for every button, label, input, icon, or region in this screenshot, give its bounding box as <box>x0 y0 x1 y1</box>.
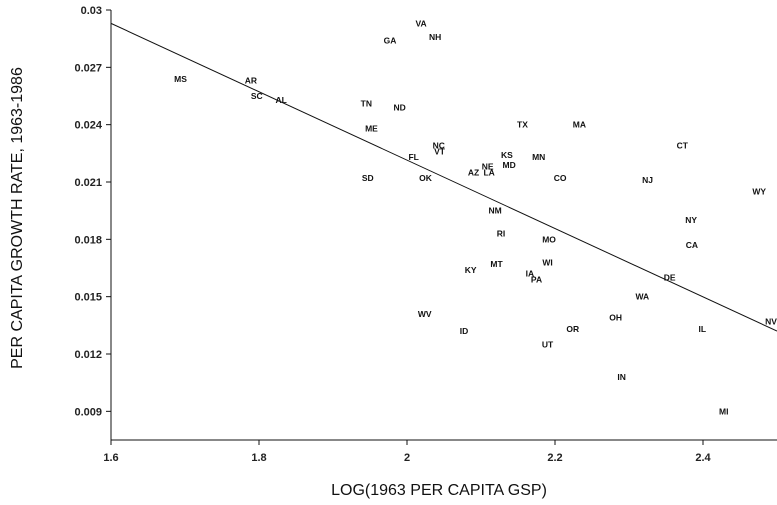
point-label-mi: MI <box>719 406 728 416</box>
point-label-ma: MA <box>573 120 586 130</box>
x-axis-ticks: 1.6 1.8 2 2.2 2.4 <box>103 440 712 464</box>
x-tick-label: 1.8 <box>251 452 266 464</box>
point-label-ne: NE <box>482 162 494 172</box>
point-label-ct: CT <box>677 141 689 151</box>
point-label-wa: WA <box>635 292 649 302</box>
point-label-nv: NV <box>765 317 777 327</box>
point-label-nc: NC <box>433 141 445 151</box>
point-label-tn: TN <box>361 99 372 109</box>
point-label-il: IL <box>698 324 706 334</box>
y-tick-label: 0.027 <box>74 62 102 74</box>
y-tick-label: 0.012 <box>74 349 102 361</box>
point-label-va: VA <box>415 18 426 28</box>
point-label-ia: IA <box>526 269 535 279</box>
point-label-sd: SD <box>362 173 374 183</box>
x-tick-label: 2 <box>404 452 410 464</box>
point-label-id: ID <box>460 326 469 336</box>
plot-frame <box>110 10 777 441</box>
x-tick-label: 2.2 <box>547 452 562 464</box>
point-label-al: AL <box>276 95 287 105</box>
point-label-wv: WV <box>418 309 432 319</box>
y-tick-label: 0.018 <box>74 234 102 246</box>
point-label-ok: OK <box>419 173 433 183</box>
point-label-or: OR <box>566 324 579 334</box>
x-tick-label: 1.6 <box>103 452 118 464</box>
y-axis-title: PER CAPITA GROWTH RATE, 1963-1986 <box>9 67 26 369</box>
point-label-ky: KY <box>465 265 477 275</box>
fit-line-layer <box>110 22 777 332</box>
point-label-la: LA <box>483 167 494 177</box>
y-tick-label: 0.009 <box>74 406 102 418</box>
point-label-ar: AR <box>245 76 257 86</box>
regression-line <box>110 22 777 332</box>
point-label-nh: NH <box>429 32 441 42</box>
point-label-ut: UT <box>542 339 554 349</box>
point-label-oh: OH <box>609 313 622 323</box>
point-label-sc: SC <box>251 91 263 101</box>
point-label-md: MD <box>503 160 516 170</box>
point-label-fl: FL <box>408 152 418 162</box>
y-axis-ticks: 0.009 0.012 0.015 0.018 0.021 0.024 0.027 0.03 <box>74 5 111 418</box>
point-label-de: DE <box>664 273 676 283</box>
point-label-co: CO <box>554 173 567 183</box>
point-label-wy: WY <box>752 187 766 197</box>
point-label-mo: MO <box>542 234 556 244</box>
y-tick-label: 0.021 <box>74 177 102 189</box>
point-label-vt: VT <box>434 146 446 156</box>
point-label-ca: CA <box>686 240 698 250</box>
point-label-nd: ND <box>393 102 405 112</box>
point-label-nj: NJ <box>642 175 653 185</box>
point-label-pa: PA <box>531 274 542 284</box>
point-label-ga: GA <box>384 36 397 46</box>
point-label-mt: MT <box>490 259 503 269</box>
point-label-az: AZ <box>468 167 479 177</box>
point-label-mn: MN <box>532 152 545 162</box>
point-label-tx: TX <box>517 120 528 130</box>
point-label-ny: NY <box>685 215 697 225</box>
x-axis-title: LOG(1963 PER CAPITA GSP) <box>331 482 547 499</box>
point-label-ri: RI <box>497 229 506 239</box>
y-tick-label: 0.015 <box>74 292 102 304</box>
y-tick-label: 0.024 <box>74 120 102 132</box>
x-tick-label: 2.4 <box>695 452 711 464</box>
point-label-ks: KS <box>501 150 513 160</box>
y-tick-label: 0.03 <box>81 5 102 17</box>
point-label-me: ME <box>365 123 378 133</box>
point-label-nm: NM <box>488 206 501 216</box>
point-label-ms: MS <box>174 74 187 84</box>
point-label-wi: WI <box>542 257 552 267</box>
point-label-in: IN <box>617 372 626 382</box>
